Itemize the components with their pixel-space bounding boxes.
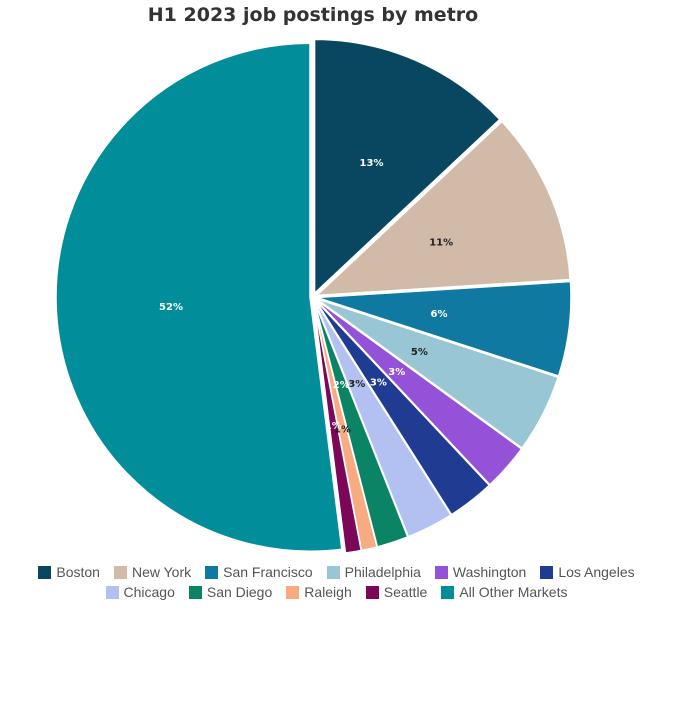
pie-slice-los-angeles[interactable]: [314, 299, 491, 516]
legend-swatch: [326, 565, 340, 579]
legend-swatch: [188, 585, 202, 599]
legend-label: Philadelphia: [344, 564, 421, 580]
legend-item-seattle[interactable]: Seattle: [365, 584, 428, 600]
slice-value-label: 3%: [388, 367, 405, 378]
legend-item-boston[interactable]: Boston: [38, 564, 100, 580]
legend-item-all-other-markets[interactable]: All Other Markets: [441, 584, 567, 600]
legend-label: Raleigh: [304, 584, 352, 600]
legend-label: All Other Markets: [459, 584, 568, 600]
slice-value-label: 2%: [333, 380, 350, 391]
slice-value-label: 52%: [159, 302, 183, 313]
legend: Boston New York San Francisco Philadelphia W…: [0, 562, 673, 602]
legend-item-new-york[interactable]: New York: [113, 564, 192, 580]
legend-item-washington[interactable]: Washington: [434, 564, 527, 580]
legend-item-raleigh[interactable]: Raleigh: [286, 584, 352, 600]
legend-row: Boston New York San Francisco Philadelphia W…: [0, 562, 673, 582]
legend-label: Boston: [56, 564, 100, 580]
pie-slice-washington[interactable]: [315, 299, 523, 486]
pie-slice-boston[interactable]: [313, 38, 501, 296]
slice-value-label: 11%: [429, 238, 453, 249]
slice-value-label: 13%: [360, 158, 384, 169]
pie-slice-seattle[interactable]: [312, 300, 363, 554]
chart-title: H1 2023 job postings by metro: [147, 4, 479, 26]
pie-slice-all-other-markets[interactable]: [55, 42, 343, 552]
legend-item-chicago[interactable]: Chicago: [105, 584, 175, 600]
legend-swatch: [441, 585, 455, 599]
slice-value-label: 1%: [325, 421, 342, 432]
slice-value-label: 1%: [334, 424, 351, 435]
legend-swatch: [38, 565, 52, 579]
legend-swatch: [286, 585, 300, 599]
pie-slice-san-francisco[interactable]: [316, 280, 572, 377]
legend-item-philadelphia[interactable]: Philadelphia: [326, 564, 421, 580]
legend-swatch: [365, 585, 379, 599]
legend-label: Seattle: [383, 584, 428, 600]
slice-value-label: 3%: [370, 377, 387, 388]
legend-swatch: [105, 585, 119, 599]
pie-slice-philadelphia[interactable]: [316, 298, 560, 450]
legend-swatch: [540, 565, 554, 579]
pie-chart: 13%11%6%5%3%3%3%2%1%1%52%: [55, 38, 572, 554]
slice-value-label: 3%: [348, 379, 365, 390]
legend-label: Chicago: [123, 584, 175, 600]
legend-label: San Diego: [206, 584, 273, 600]
legend-swatch: [113, 565, 127, 579]
legend-item-san-francisco[interactable]: San Francisco: [205, 564, 313, 580]
legend-label: Los Angeles: [558, 564, 635, 580]
legend-item-los-angeles[interactable]: Los Angeles: [540, 564, 635, 580]
pie-slice-new-york[interactable]: [314, 120, 571, 297]
legend-label: New York: [131, 564, 192, 580]
slice-value-label: 5%: [411, 347, 428, 358]
legend-label: Washington: [452, 564, 527, 580]
legend-item-san-diego[interactable]: San Diego: [188, 584, 273, 600]
legend-row: Chicago San Diego Raleigh Seattle All Other …: [0, 582, 673, 602]
legend-swatch: [434, 565, 448, 579]
legend-label: San Francisco: [223, 564, 313, 580]
legend-swatch: [205, 565, 219, 579]
slice-value-label: 6%: [431, 309, 448, 320]
